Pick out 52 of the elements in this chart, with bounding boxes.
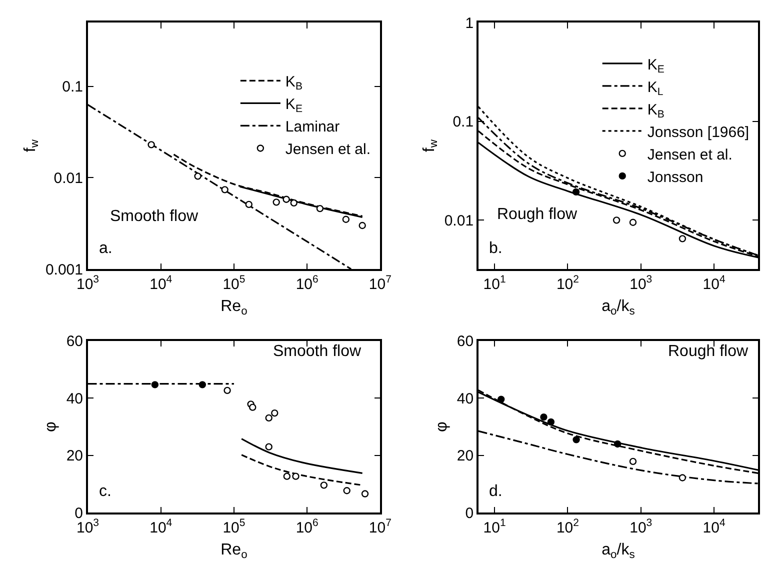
legend-label: Jonsson [1966] (647, 124, 750, 141)
legend-label: Jensen et al. (285, 141, 370, 158)
x-axis-title: a$_{o}$/k$_{s}$ (602, 298, 636, 318)
legend-label: K$_{E}$ (647, 56, 664, 76)
y-tick-label: 0.1 (452, 114, 474, 131)
y-tick-label: 60 (66, 333, 83, 350)
y-tick-label: 0 (465, 504, 474, 522)
x-tick-label: 10$^{7}$ (368, 274, 392, 293)
x-tick-label: 10$^{6}$ (296, 517, 319, 536)
legend-label: Jonsson (647, 168, 704, 186)
x-axis-title: Re$_{o}$ (220, 542, 248, 561)
x-tick-label: 10$^{1}$ (483, 274, 506, 293)
y-tick-label: 20 (456, 448, 474, 465)
annotation: Smooth flow (110, 208, 198, 225)
x-axis-title: a$_{o}$/k$_{s}$ (602, 542, 636, 561)
x-tick-label: 10$^{2}$ (556, 517, 580, 536)
y-tick-label: 40 (456, 390, 474, 408)
x-tick-label: 10$^{2}$ (556, 274, 580, 293)
legend-label: Jensen et al. (647, 146, 732, 164)
legend-label: K$_{B}$ (647, 101, 664, 120)
y-tick-label: 0.01 (54, 170, 83, 187)
legend-label: Laminar (285, 118, 340, 136)
annotation: Rough flow (668, 343, 748, 360)
x-tick-label: 10$^{4}$ (702, 274, 726, 293)
annotation: b. (489, 240, 502, 257)
annotation: c. (99, 483, 112, 500)
legend-label: K$_{L}$ (647, 78, 664, 98)
x-tick-label: 10$^{4}$ (702, 517, 726, 536)
annotation: d. (489, 483, 502, 500)
x-tick-label: 10$^{5}$ (222, 274, 246, 293)
y-tick-label: 20 (66, 448, 83, 465)
legend-label: K$_{B}$ (285, 74, 302, 93)
annotation: Rough flow (497, 206, 578, 223)
x-tick-label: 10$^{1}$ (483, 517, 506, 536)
legend-label: K$_{E}$ (285, 96, 302, 116)
y-tick-label: 0.1 (62, 78, 83, 96)
x-tick-label: 10$^{5}$ (222, 517, 246, 536)
y-tick-label: 1 (465, 14, 474, 32)
x-tick-label: 10$^{7}$ (368, 517, 392, 536)
x-tick-label: 10$^{3}$ (630, 517, 652, 536)
x-tick-label: 10$^{6}$ (296, 274, 319, 293)
x-tick-label: 10$^{3}$ (630, 274, 652, 293)
x-tick-label: 10$^{4}$ (150, 517, 172, 536)
y-tick-label: 40 (66, 390, 83, 408)
annotation: a. (99, 240, 112, 257)
x-tick-label: 10$^{4}$ (150, 274, 172, 293)
y-tick-label: 60 (456, 333, 474, 350)
y-axis-title: φ (433, 422, 450, 432)
y-axis-title: φ (42, 422, 60, 432)
x-axis-title: Re$_{o}$ (220, 298, 248, 318)
y-tick-label: 0.01 (444, 212, 474, 230)
annotation: Smooth flow (273, 343, 362, 360)
